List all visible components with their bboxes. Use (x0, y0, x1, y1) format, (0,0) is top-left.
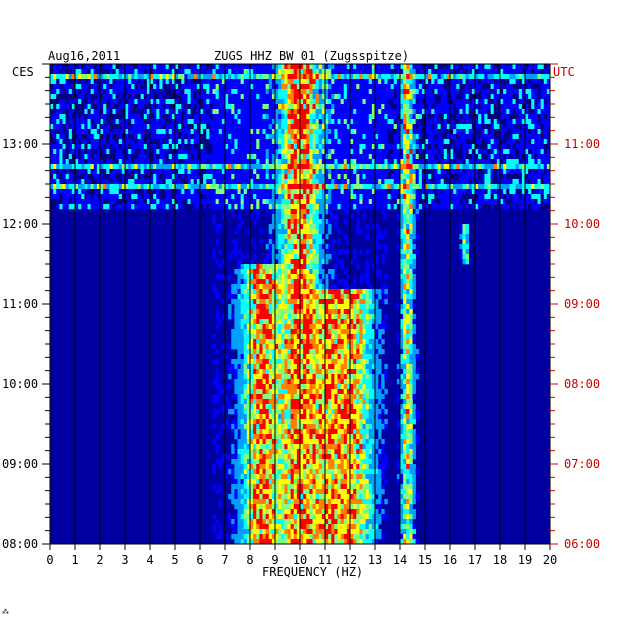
left-tick-label: 10:00 (2, 377, 38, 391)
x-tick-label: 8 (246, 553, 253, 567)
x-tick-label: 20 (543, 553, 557, 567)
right-tick-label: 07:00 (564, 457, 600, 471)
x-tick-label: 16 (443, 553, 457, 567)
x-tick-label: 19 (518, 553, 532, 567)
right-tick-label: 06:00 (564, 537, 600, 551)
x-tick-label: 4 (146, 553, 153, 567)
x-tick-label: 10 (293, 553, 307, 567)
x-tick-label: 17 (468, 553, 482, 567)
left-timezone-label: CES (12, 65, 34, 79)
x-tick-label: 6 (196, 553, 203, 567)
x-tick-label: 18 (493, 553, 507, 567)
left-tick-label: 09:00 (2, 457, 38, 471)
x-tick-label: 9 (271, 553, 278, 567)
right-tick-label: 10:00 (564, 217, 600, 231)
x-tick-label: 1 (71, 553, 78, 567)
x-tick-label: 11 (318, 553, 332, 567)
right-timezone-label: UTC (553, 65, 575, 79)
x-axis-label: FREQUENCY (HZ) (262, 565, 364, 579)
corner-mark: ⁂ (2, 608, 9, 616)
x-tick-label: 5 (171, 553, 178, 567)
x-tick-label: 7 (221, 553, 228, 567)
right-tick-label: 09:00 (564, 297, 600, 311)
chart-title: ZUGS HHZ BW 01 (Zugsspitze) (214, 49, 410, 63)
x-tick-label: 14 (393, 553, 407, 567)
left-tick-label: 12:00 (2, 217, 38, 231)
left-tick-label: 13:00 (2, 137, 38, 151)
x-tick-label: 15 (418, 553, 432, 567)
chart-date: Aug16,2011 (48, 49, 121, 63)
x-tick-label: 3 (121, 553, 128, 567)
x-tick-label: 12 (343, 553, 357, 567)
left-tick-label: 08:00 (2, 537, 38, 551)
x-tick-label: 13 (368, 553, 382, 567)
x-tick-label: 0 (46, 553, 53, 567)
right-tick-label: 11:00 (564, 137, 600, 151)
x-tick-label: 2 (96, 553, 103, 567)
left-tick-label: 11:00 (2, 297, 38, 311)
spectrogram-cells (50, 64, 551, 545)
right-tick-label: 08:00 (564, 377, 600, 391)
